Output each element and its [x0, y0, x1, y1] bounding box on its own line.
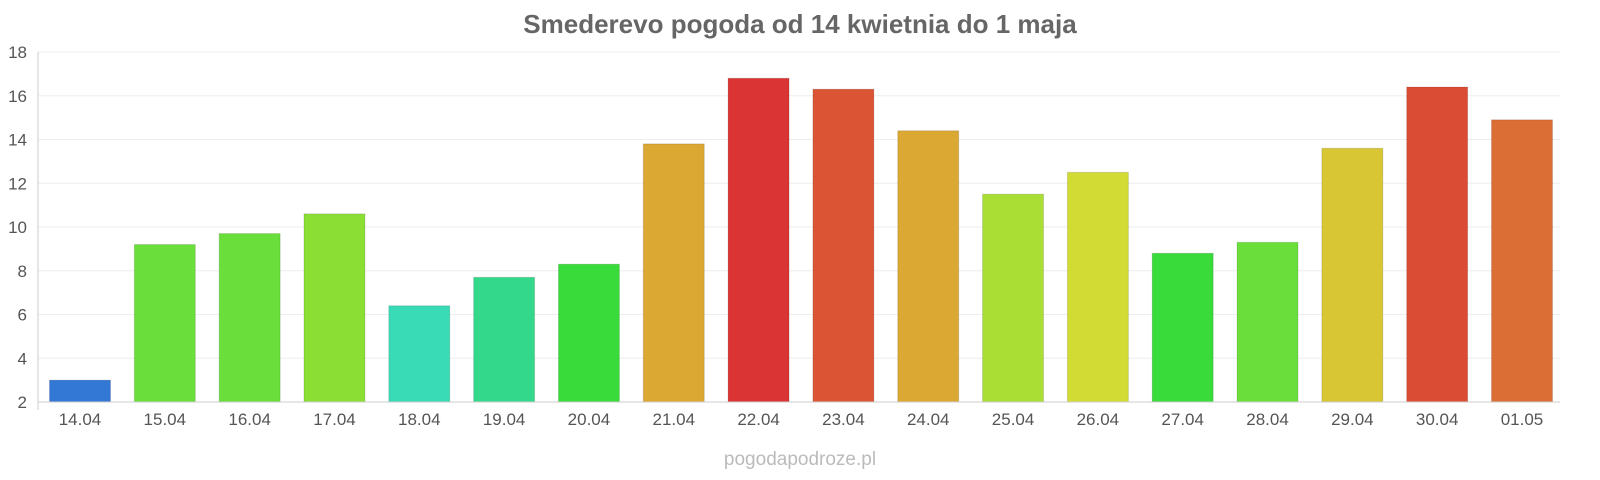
bar-28.04[interactable]: [1237, 242, 1298, 402]
bar-24.04[interactable]: [898, 131, 959, 402]
bar-15.04[interactable]: [134, 245, 195, 403]
x-tick-label: 17.04: [313, 410, 356, 429]
x-tick-label: 26.04: [1077, 410, 1120, 429]
x-tick-label: 18.04: [398, 410, 441, 429]
bar-17.04[interactable]: [304, 214, 365, 402]
bar-16.04[interactable]: [219, 234, 280, 402]
x-tick-label: 01.05: [1501, 410, 1544, 429]
bar-22.04[interactable]: [728, 78, 789, 402]
x-tick-label: 16.04: [228, 410, 271, 429]
bar-20.04[interactable]: [558, 264, 619, 402]
bar-18.04[interactable]: [389, 306, 450, 402]
bar-25.04[interactable]: [983, 194, 1044, 402]
x-tick-label: 21.04: [652, 410, 695, 429]
x-tick-label: 30.04: [1416, 410, 1459, 429]
x-tick-label: 27.04: [1161, 410, 1204, 429]
y-tick-label: 18: [8, 43, 27, 62]
x-tick-label: 25.04: [992, 410, 1035, 429]
y-tick-label: 4: [18, 349, 27, 368]
y-tick-label: 2: [18, 393, 27, 412]
y-tick-label: 12: [8, 174, 27, 193]
y-tick-label: 6: [18, 306, 27, 325]
x-tick-label: 28.04: [1246, 410, 1289, 429]
x-tick-label: 23.04: [822, 410, 865, 429]
watermark: pogodapodroze.pl: [724, 449, 876, 470]
x-axis-ticks: 14.04 15.04 16.04 17.04 18.04 19.04 20.04 21.04…: [59, 410, 1544, 429]
bar-26.04[interactable]: [1067, 172, 1128, 402]
bars: [50, 78, 1553, 402]
x-tick-label: 14.04: [59, 410, 102, 429]
y-tick-label: 16: [8, 87, 27, 106]
x-tick-label: 22.04: [737, 410, 780, 429]
y-tick-label: 14: [8, 131, 27, 150]
bar-19.04[interactable]: [474, 277, 535, 402]
bar-29.04[interactable]: [1322, 148, 1383, 402]
y-tick-label: 8: [18, 262, 27, 281]
y-tick-label: 10: [8, 218, 27, 237]
bar-27.04[interactable]: [1152, 253, 1213, 402]
chart-title: Smederevo pogoda od 14 kwietnia do 1 maj…: [523, 9, 1077, 39]
y-axis-ticks: 2 4 6 8 10 12 14 16 18: [8, 43, 27, 412]
x-tick-label: 19.04: [483, 410, 526, 429]
bar-23.04[interactable]: [813, 89, 874, 402]
bar-21.04[interactable]: [643, 144, 704, 402]
bar-30.04[interactable]: [1407, 87, 1468, 402]
x-tick-label: 20.04: [568, 410, 611, 429]
x-tick-label: 24.04: [907, 410, 950, 429]
x-tick-label: 15.04: [144, 410, 187, 429]
x-tick-label: 29.04: [1331, 410, 1374, 429]
bar-01.05[interactable]: [1492, 120, 1553, 402]
bar-14.04[interactable]: [50, 380, 111, 402]
